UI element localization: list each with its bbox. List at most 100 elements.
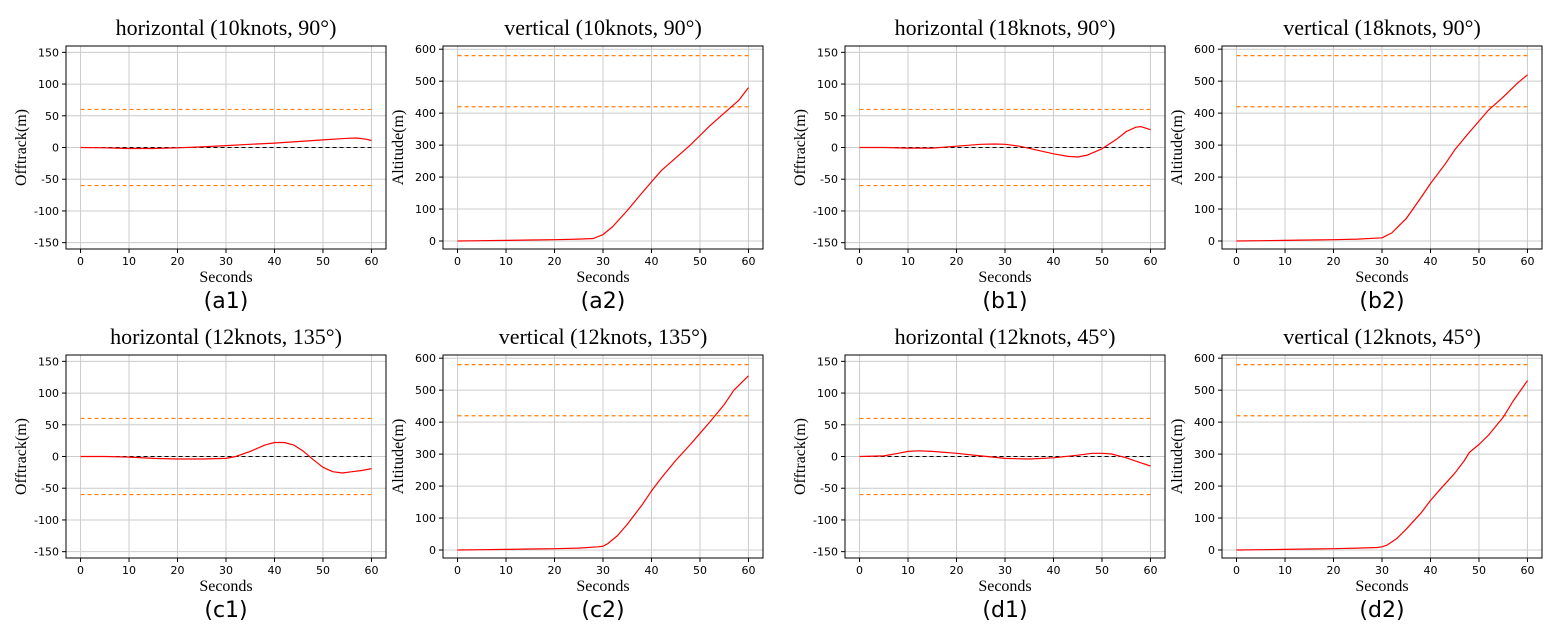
x-tick-label: 20 xyxy=(1327,255,1341,268)
y-tick-label: -150 xyxy=(813,237,838,250)
chart-title: horizontal (10knots, 90°) xyxy=(116,15,337,40)
trajectory-line xyxy=(1236,380,1528,551)
y-tick-label: 100 xyxy=(1194,512,1215,525)
y-tick-label: -50 xyxy=(41,482,59,495)
trajectory-line xyxy=(1236,74,1528,242)
x-tick-label: 50 xyxy=(1095,564,1109,577)
y-tick-label: 100 xyxy=(38,78,59,91)
x-tick-label: 60 xyxy=(1520,255,1534,268)
y-tick-label: 600 xyxy=(415,43,436,56)
x-axis-label: Seconds xyxy=(199,578,252,595)
y-tick-label: -100 xyxy=(813,205,838,218)
y-tick-label: 300 xyxy=(415,139,436,152)
x-tick-label: 60 xyxy=(741,255,755,268)
chart-title: horizontal (12knots, 45°) xyxy=(895,324,1116,349)
x-tick-label: 20 xyxy=(1327,564,1341,577)
chart-c2: 0 10 20 30 40 50 600100200300400500600vertical… xyxy=(390,324,764,623)
y-tick-label: -100 xyxy=(34,514,59,527)
y-tick-label: 50 xyxy=(824,110,838,123)
x-tick-label: 20 xyxy=(171,255,185,268)
x-tick-label: 30 xyxy=(1375,255,1389,268)
y-tick-label: 0 xyxy=(52,142,59,155)
y-tick-label: 200 xyxy=(1194,480,1215,493)
y-tick-label: 400 xyxy=(415,107,436,120)
x-tick-label: 10 xyxy=(499,564,513,577)
y-tick-label: 50 xyxy=(45,419,59,432)
y-axis-label: Altitude(m) xyxy=(1169,110,1186,186)
chart-d2: 0 10 20 30 40 50 600100200300400500600vertical… xyxy=(1169,324,1543,623)
chart-a2: 0 10 20 30 40 50 600100200300400500600vertical… xyxy=(390,15,764,314)
y-axis-label: Altitude(m) xyxy=(390,110,407,186)
subplot-label: (b2) xyxy=(1359,289,1404,314)
y-tick-label: 50 xyxy=(824,419,838,432)
x-axis-label: Seconds xyxy=(576,578,629,595)
x-tick-label: 30 xyxy=(596,255,610,268)
y-axis-label: Offtrack(m) xyxy=(792,418,809,495)
y-tick-label: 0 xyxy=(831,451,838,464)
chart-a1: 0 10 20 30 40 50 60 -150 -100 -50 0 50 100 150 horizon… xyxy=(13,15,387,314)
x-tick-label: 40 xyxy=(1423,564,1437,577)
x-tick-label: 30 xyxy=(219,564,233,577)
x-axis-label: Seconds xyxy=(199,269,252,286)
y-tick-label: 0 xyxy=(52,451,59,464)
y-tick-label: 600 xyxy=(1194,43,1215,56)
y-tick-label: 300 xyxy=(415,448,436,461)
y-tick-label: 150 xyxy=(817,46,838,59)
x-tick-label: 30 xyxy=(998,255,1012,268)
x-tick-label: 60 xyxy=(364,564,378,577)
y-axis-label: Altitude(m) xyxy=(390,419,407,495)
x-tick-label: 50 xyxy=(1095,255,1109,268)
x-tick-label: 60 xyxy=(1520,564,1534,577)
y-tick-label: 50 xyxy=(45,110,59,123)
x-tick-label: 50 xyxy=(316,564,330,577)
chart-title: vertical (18knots, 90°) xyxy=(1283,15,1481,40)
x-tick-label: 10 xyxy=(122,564,136,577)
x-tick-label: 40 xyxy=(644,255,658,268)
y-tick-label: 0 xyxy=(1208,544,1215,557)
y-tick-label: 300 xyxy=(1194,139,1215,152)
x-axis-label: Seconds xyxy=(576,269,629,286)
y-tick-label: 200 xyxy=(1194,171,1215,184)
x-tick-label: 0 xyxy=(856,564,863,577)
y-tick-label: 500 xyxy=(415,75,436,88)
y-tick-label: 500 xyxy=(415,384,436,397)
x-tick-label: 20 xyxy=(950,255,964,268)
x-tick-label: 10 xyxy=(901,564,915,577)
y-tick-label: 500 xyxy=(1194,75,1215,88)
x-axis-label: Seconds xyxy=(1355,578,1408,595)
x-tick-label: 50 xyxy=(316,255,330,268)
subplot-label: (b1) xyxy=(982,289,1027,314)
trajectory-line xyxy=(80,441,372,474)
y-tick-label: 100 xyxy=(415,203,436,216)
chart-title: horizontal (18knots, 90°) xyxy=(895,15,1116,40)
subplot-label: (d1) xyxy=(982,598,1027,623)
y-tick-label: 100 xyxy=(817,78,838,91)
chart-title: vertical (12knots, 135°) xyxy=(499,324,708,349)
x-tick-label: 30 xyxy=(998,564,1012,577)
x-tick-label: 50 xyxy=(1472,564,1486,577)
x-tick-label: 40 xyxy=(1423,255,1437,268)
trajectory-line xyxy=(80,137,372,150)
x-tick-label: 40 xyxy=(267,255,281,268)
x-tick-label: 0 xyxy=(77,564,84,577)
y-tick-label: 400 xyxy=(415,416,436,429)
subplot-label: (c2) xyxy=(581,598,624,623)
y-tick-label: 100 xyxy=(415,512,436,525)
trajectory-line xyxy=(859,450,1151,467)
y-tick-label: 600 xyxy=(415,352,436,365)
x-tick-label: 60 xyxy=(364,255,378,268)
x-tick-label: 0 xyxy=(454,564,461,577)
chart-title: vertical (10knots, 90°) xyxy=(504,15,702,40)
chart-d1: 0 10 20 30 40 50 60 -150 -100 -50 0 50 100 150 horizon… xyxy=(792,324,1166,623)
y-tick-label: 0 xyxy=(831,142,838,155)
y-tick-label: -150 xyxy=(34,237,59,250)
x-tick-label: 0 xyxy=(1233,564,1240,577)
trajectory-line xyxy=(457,375,749,551)
y-tick-label: 400 xyxy=(1194,416,1215,429)
y-tick-label: 100 xyxy=(1194,203,1215,216)
y-tick-label: 400 xyxy=(1194,107,1215,120)
x-tick-label: 30 xyxy=(1375,564,1389,577)
x-tick-label: 10 xyxy=(499,255,513,268)
trajectory-line xyxy=(457,87,749,242)
